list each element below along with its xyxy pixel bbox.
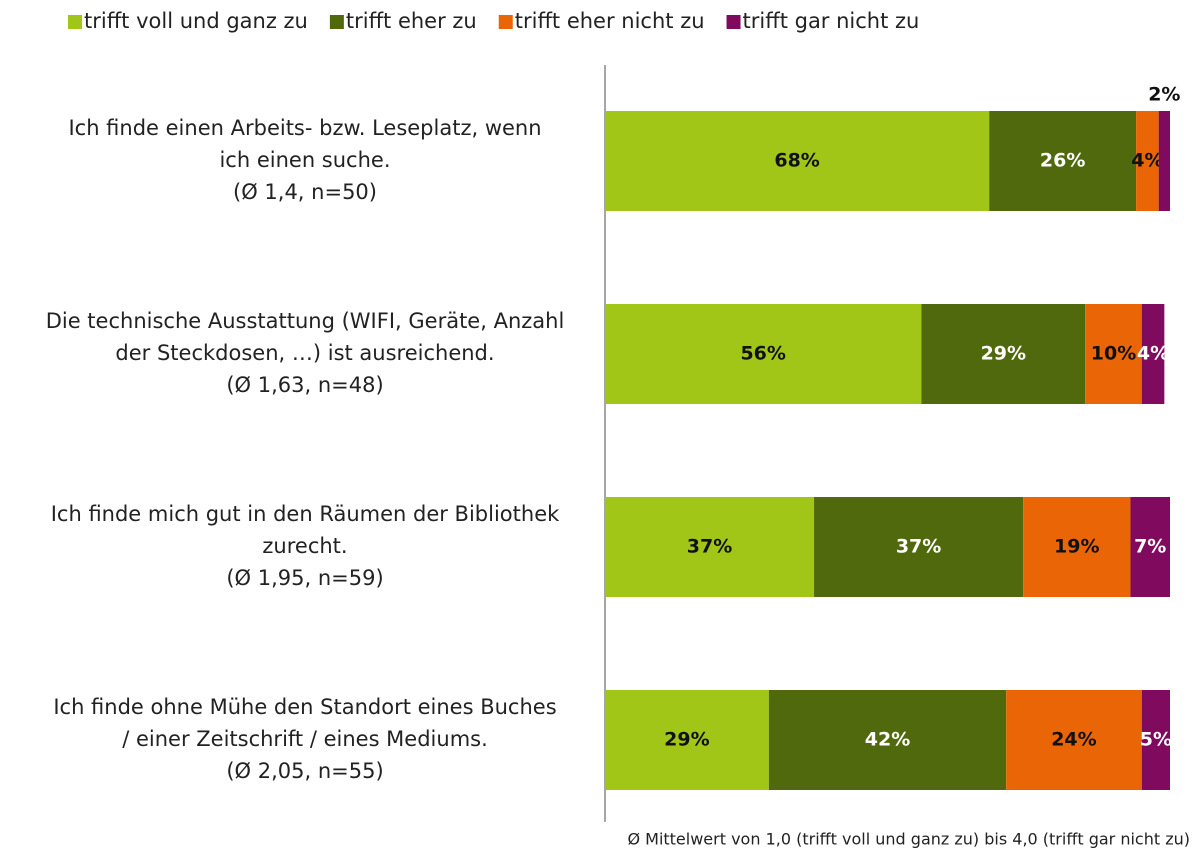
bar-segment <box>989 111 1137 211</box>
legend-swatch <box>726 15 741 29</box>
bar-segment <box>1158 111 1170 211</box>
category-label: (Ø 1,63, n=48) <box>226 373 383 397</box>
bar-segment <box>1130 497 1170 597</box>
data-label: 24% <box>1051 729 1096 751</box>
bar-segment <box>605 497 815 597</box>
data-label: 56% <box>740 343 785 365</box>
data-label: 4% <box>1131 150 1163 172</box>
footnote: Ø Mittelwert von 1,0 (trifft voll und ga… <box>627 830 1190 849</box>
data-label: 5% <box>1140 729 1172 751</box>
legend-label: trifft eher zu <box>346 9 477 33</box>
bar-segment <box>814 497 1024 597</box>
category-label: Die technische Ausstattung (WIFI, Geräte… <box>46 309 565 333</box>
legend-swatch <box>498 15 513 29</box>
bar-segment <box>768 690 1007 790</box>
bar-segment <box>1141 690 1170 790</box>
category-label: der Steckdosen, …) ist ausreichend. <box>115 341 494 365</box>
data-label: 26% <box>1040 150 1085 172</box>
bar-segment <box>1085 304 1142 404</box>
bar-segment <box>605 304 922 404</box>
data-label: 37% <box>896 536 941 558</box>
data-label: 4% <box>1137 343 1169 365</box>
data-label: 29% <box>981 343 1026 365</box>
category-label: ich einen suche. <box>219 148 390 172</box>
category-label: (Ø 2,05, n=55) <box>226 759 383 783</box>
bar-segment <box>921 304 1086 404</box>
legend-swatch <box>68 15 82 29</box>
bar-segment <box>605 111 990 211</box>
category-label: zurecht. <box>262 534 347 558</box>
legend-label: trifft voll und ganz zu <box>84 9 308 33</box>
data-label: 42% <box>865 729 910 751</box>
category-label: (Ø 1,4, n=50) <box>233 180 377 204</box>
data-label: 10% <box>1091 343 1136 365</box>
bar-segment <box>1006 690 1142 790</box>
data-label: 29% <box>664 729 709 751</box>
data-label: 68% <box>774 150 819 172</box>
legend-label: trifft gar nicht zu <box>743 9 920 33</box>
data-label: 19% <box>1054 536 1099 558</box>
data-label: 2% <box>1148 84 1180 106</box>
category-label: / einer Zeitschrift / eines Mediums. <box>122 727 488 751</box>
legend-label: trifft eher nicht zu <box>515 9 705 33</box>
legend-swatch <box>329 15 344 29</box>
category-label: Ich finde einen Arbeits- bzw. Leseplatz,… <box>68 116 541 140</box>
bar-segment <box>605 690 769 790</box>
bar-segment <box>1136 111 1159 211</box>
category-label: Ich finde mich gut in den Räumen der Bib… <box>51 502 560 526</box>
bar-segment <box>1023 497 1131 597</box>
category-label: Ich finde ohne Mühe den Standort eines B… <box>53 695 556 719</box>
data-label: 7% <box>1134 536 1166 558</box>
category-label: (Ø 1,95, n=59) <box>226 566 383 590</box>
bar-segment <box>1141 304 1165 404</box>
data-label: 37% <box>687 536 732 558</box>
